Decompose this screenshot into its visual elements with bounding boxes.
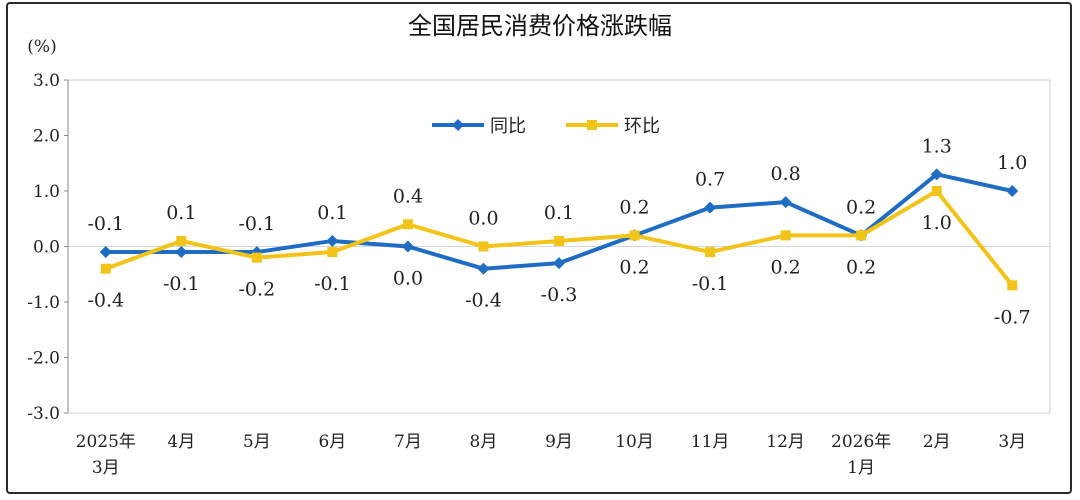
data-label: 0.2: [846, 196, 876, 218]
y-axis-unit: (%): [27, 37, 56, 57]
data-label: 1.3: [922, 135, 952, 157]
y-tick-label: 3.0: [33, 71, 60, 91]
series-point-yoy: [99, 246, 112, 259]
y-tick-label: 1.0: [33, 182, 60, 202]
data-label: -0.1: [692, 273, 729, 295]
series-point-mom: [1007, 280, 1018, 291]
data-label: 0.1: [166, 202, 196, 224]
data-label: 1.0: [997, 152, 1027, 174]
x-tick-label: 9月: [545, 432, 573, 452]
series-point-mom: [780, 230, 791, 241]
x-tick-label: 11月: [691, 432, 730, 452]
x-tick-label: 3月: [92, 458, 120, 478]
chart-frame: [6, 2, 1072, 494]
data-label: -0.2: [239, 279, 276, 301]
data-label: 0.1: [544, 202, 574, 224]
legend-label: 同比: [490, 116, 526, 137]
series-point-yoy: [401, 240, 414, 253]
data-label: -0.1: [87, 213, 124, 235]
y-tick-label: 0.0: [33, 238, 60, 258]
legend-marker: [587, 120, 597, 130]
data-label: -0.1: [239, 213, 276, 235]
x-tick-label: 4月: [167, 432, 195, 452]
data-label: -0.3: [541, 284, 578, 306]
chart-title: 全国居民消费价格涨跌幅: [408, 12, 672, 40]
data-label: 0.8: [771, 163, 801, 185]
x-tick-label: 5月: [243, 432, 271, 452]
series-point-mom: [554, 235, 564, 246]
data-label: 0.2: [846, 256, 876, 278]
series-point-yoy: [930, 168, 943, 181]
series-point-mom: [629, 230, 640, 241]
series-point-mom: [251, 252, 262, 263]
x-tick-label: 2月: [923, 432, 951, 452]
x-tick-label: 8月: [470, 432, 498, 452]
plot-area: 3.0 2.0 1.0 0.0 -1.0 -2.0 -3.0 2025年 3月 4月 5月 6月 7月 8…: [27, 71, 1051, 478]
series-point-mom: [100, 263, 111, 274]
series-point-yoy: [326, 234, 339, 247]
x-tick-label: 12月: [766, 432, 805, 452]
data-label: 0.7: [695, 169, 725, 191]
series-point-yoy: [553, 257, 565, 270]
x-tick-label: 2025年: [76, 432, 136, 452]
legend-label: 环比: [624, 116, 660, 137]
x-tick-label: 6月: [318, 432, 346, 452]
data-label: -0.7: [994, 306, 1031, 328]
series-point-mom: [931, 186, 942, 196]
x-tick-label: 10月: [615, 432, 654, 452]
data-label: -0.1: [314, 273, 351, 295]
y-tick-label: -1.0: [27, 293, 60, 313]
x-tick-label: 2026年: [831, 432, 891, 452]
x-tick-label: 1月: [847, 458, 875, 478]
series-point-yoy: [477, 262, 490, 275]
series-point-mom: [327, 247, 338, 258]
x-tick-label: 3月: [998, 432, 1026, 452]
data-label: 0.4: [393, 185, 423, 207]
y-tick-label: 2.0: [33, 127, 60, 147]
series-point-mom: [176, 235, 187, 246]
series-point-yoy: [779, 196, 792, 209]
series-point-yoy: [704, 201, 717, 214]
series-point-yoy: [175, 246, 188, 259]
series-point-mom: [402, 219, 413, 230]
y-tick-label: -3.0: [27, 404, 60, 424]
data-label: -0.4: [465, 290, 502, 312]
data-label: 0.2: [619, 256, 649, 278]
series-point-yoy: [1006, 185, 1019, 197]
legend-marker: [452, 119, 464, 131]
data-label: 0.1: [317, 202, 347, 224]
data-label: 0.0: [468, 208, 498, 230]
x-tick-label: 7月: [394, 432, 422, 452]
data-label: 0.2: [771, 256, 801, 278]
series-point-mom: [856, 230, 867, 241]
series-point-mom: [478, 241, 489, 252]
data-label: 0.0: [393, 268, 423, 290]
data-label: -0.4: [87, 290, 124, 312]
data-label: 1.0: [922, 212, 952, 234]
series-point-mom: [705, 247, 716, 258]
y-tick-label: -2.0: [27, 349, 60, 369]
data-label: -0.1: [163, 273, 200, 295]
data-label: 0.2: [619, 196, 649, 218]
